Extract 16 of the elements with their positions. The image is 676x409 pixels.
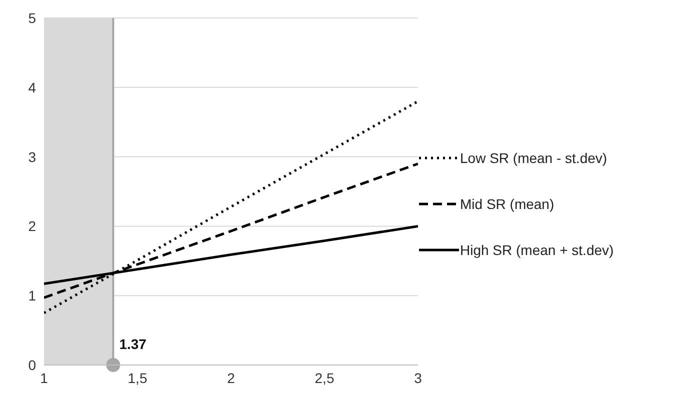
- y-tick-label: 2: [28, 218, 36, 234]
- y-tick-label: 0: [28, 356, 36, 373]
- x-tick-label: 1,5: [128, 370, 148, 386]
- x-tick-label: 2: [227, 370, 236, 386]
- legend-label: Mid SR (mean): [460, 196, 554, 212]
- y-tick-label: 5: [28, 10, 36, 26]
- y-tick-label: 3: [28, 148, 36, 165]
- ref-line-label: 1.37: [119, 336, 147, 352]
- x-tick-label: 3: [414, 370, 422, 386]
- x-tick-label: 1: [40, 370, 48, 386]
- legend-label: Low SR (mean - st.dev): [460, 150, 608, 166]
- line-series: [44, 100, 418, 314]
- x-tick-label: 2,5: [314, 370, 334, 386]
- legend-label: High SR (mean + st.dev): [460, 242, 614, 258]
- y-tick-label: 1: [28, 288, 36, 304]
- y-tick-label: 4: [28, 79, 36, 96]
